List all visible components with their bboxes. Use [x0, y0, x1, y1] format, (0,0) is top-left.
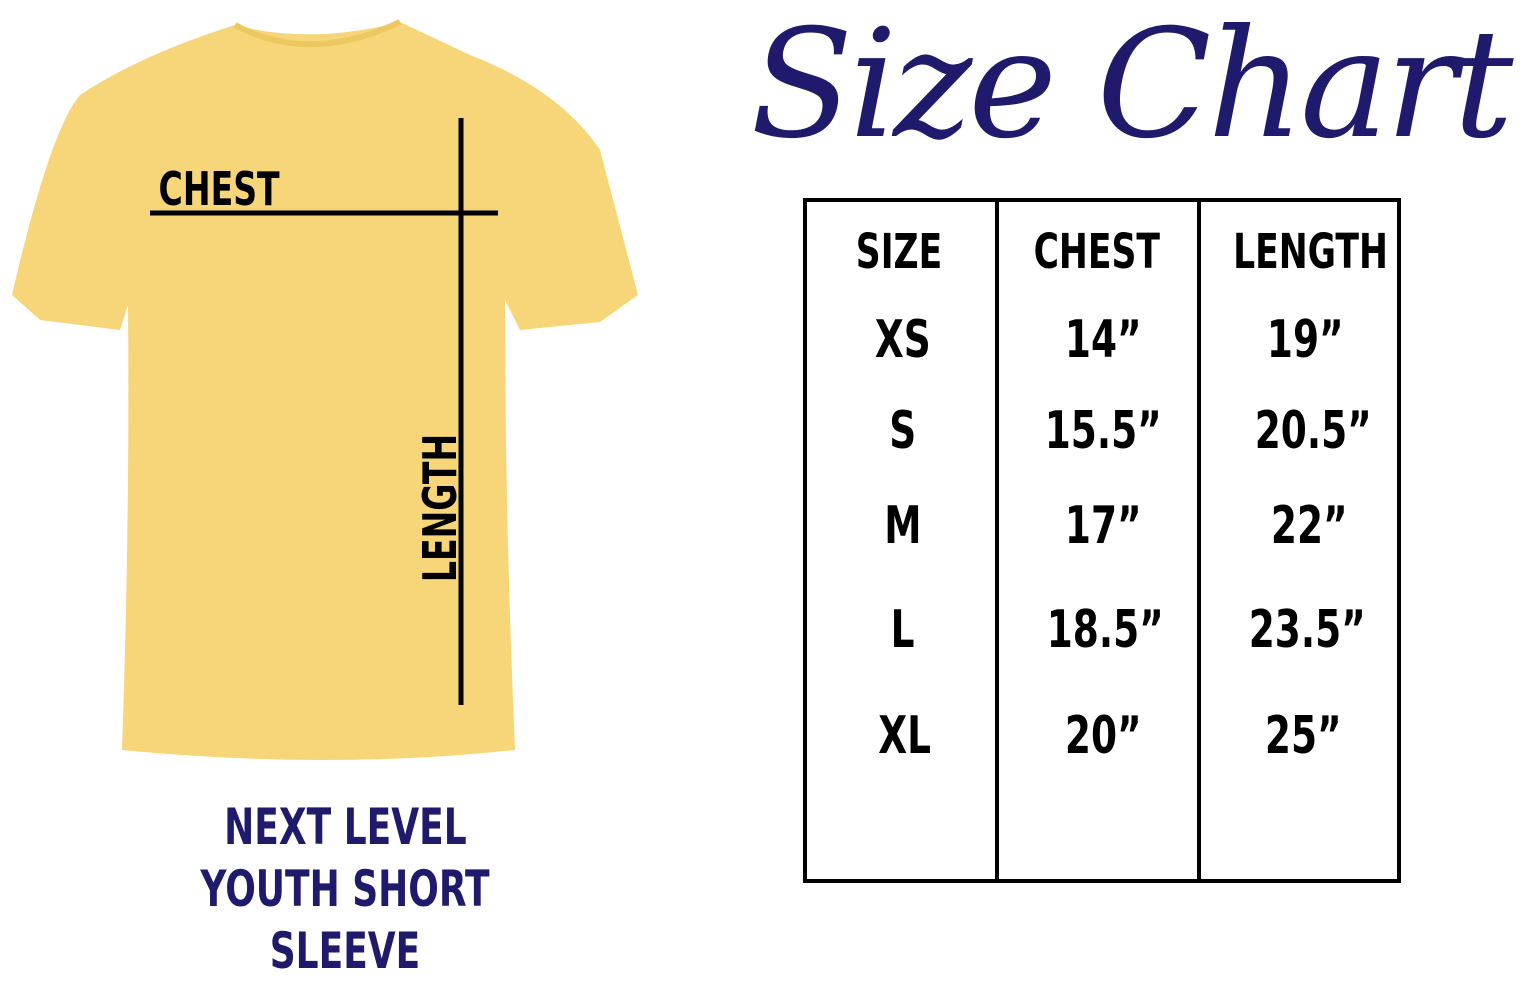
row-xl-length: 25” — [1264, 706, 1342, 766]
row-s-length: 20.5” — [1254, 401, 1372, 461]
product-caption: NEXT LEVEL YOUTH SHORT SLEEVE — [100, 796, 590, 982]
row-xs-length: 19” — [1266, 310, 1344, 370]
row-l-chest: 18.5” — [1046, 600, 1164, 660]
tshirt-image — [12, 19, 638, 760]
row-s-size: S — [889, 401, 917, 461]
row-l-size: L — [891, 600, 915, 660]
row-l-length: 23.5” — [1248, 600, 1366, 660]
row-m-size: M — [884, 496, 922, 556]
caption-brand: NEXT LEVEL — [223, 798, 467, 856]
length-label: LENGTH — [413, 433, 467, 583]
header-length: LENGTH — [1233, 224, 1388, 280]
row-s-chest: 15.5” — [1044, 401, 1162, 461]
row-m-length: 22” — [1270, 496, 1348, 556]
row-xs-chest: 14” — [1064, 310, 1142, 370]
header-size: SIZE — [855, 224, 943, 280]
row-xl-chest: 20” — [1064, 706, 1142, 766]
row-xl-size: XL — [878, 706, 932, 766]
row-m-chest: 17” — [1064, 496, 1142, 556]
size-table: SIZE CHEST LENGTH XS 14” 19” S 15.5” 20.… — [803, 198, 1401, 883]
caption-product: YOUTH SHORT SLEEVE — [200, 860, 490, 980]
column-divider — [1197, 202, 1201, 879]
chest-label: CHEST — [158, 162, 280, 216]
column-divider — [995, 202, 999, 879]
header-chest: CHEST — [1033, 224, 1161, 280]
size-chart-title: Size Chart — [750, 0, 1514, 172]
row-xs-size: XS — [875, 310, 931, 370]
